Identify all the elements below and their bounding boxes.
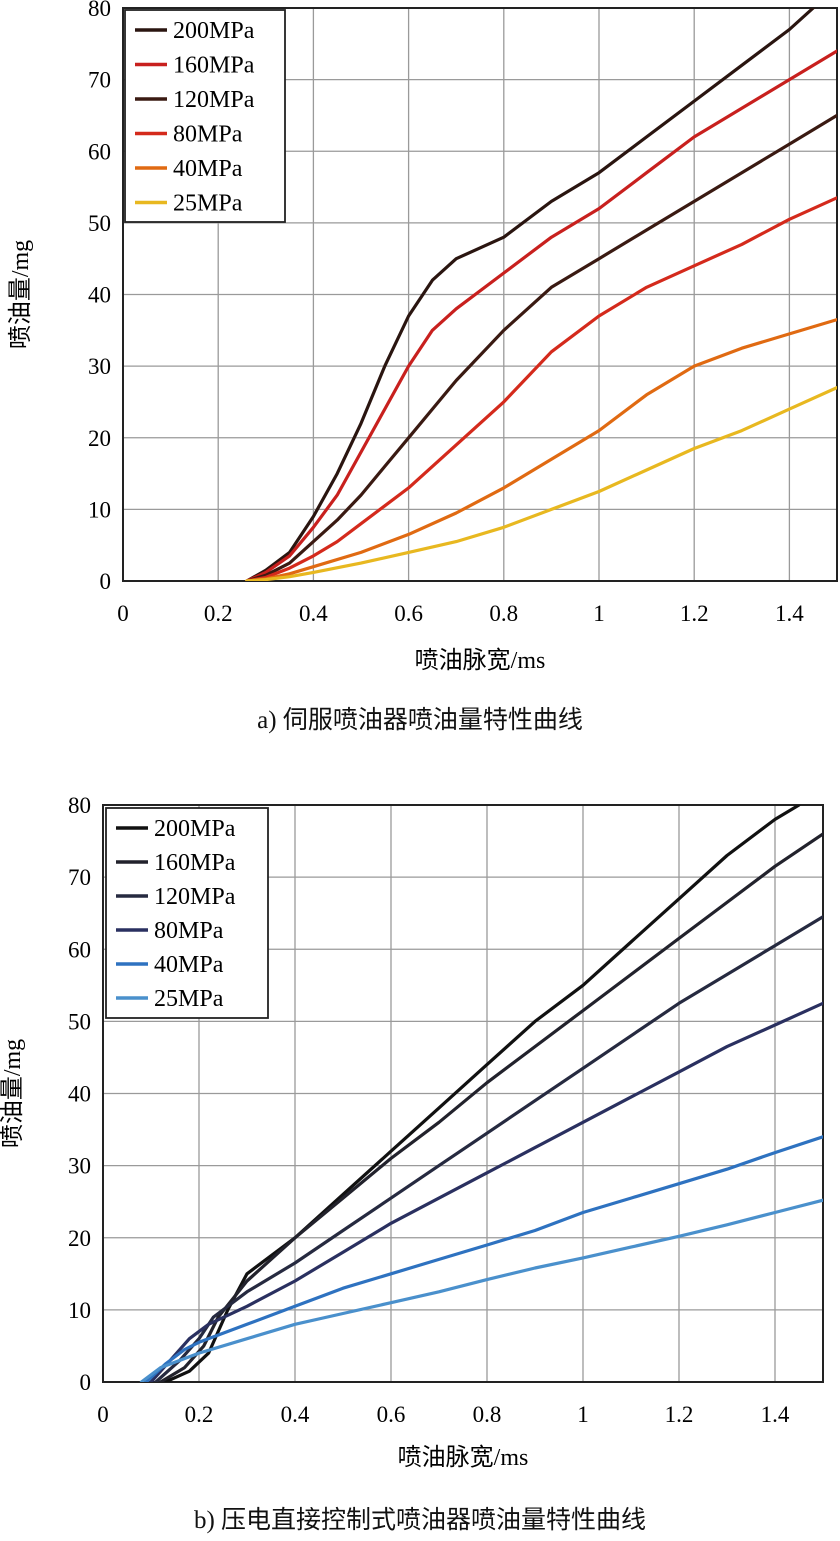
y-tick-label: 0	[80, 1370, 92, 1395]
y-tick-label: 40	[88, 283, 111, 308]
series-line-40MPa	[245, 318, 837, 581]
chart-panel-a: 0 0.2 0.4 0.6 0.8 1 1.2 1.4 0 10 20 30 40 50 60 70 80 喷油脉…	[0, 0, 840, 740]
legend-label: 120MPa	[173, 87, 255, 113]
plot-frame	[122, 7, 838, 582]
x-tick-label: 1.4	[761, 1402, 790, 1427]
y-tick-label: 80	[88, 0, 111, 21]
series-line-160MPa	[245, 49, 837, 581]
legend-label: 25MPa	[173, 191, 243, 217]
y-tick-label: 30	[68, 1154, 91, 1179]
x-tick-label: 0.6	[377, 1402, 406, 1427]
x-axis-label: 喷油脉宽/ms	[398, 1444, 529, 1471]
x-tick-label: 0.8	[489, 601, 518, 626]
y-axis-label: 喷油量/mg	[7, 240, 34, 349]
y-tick-label: 10	[68, 1298, 91, 1323]
y-tick-label: 40	[68, 1082, 91, 1107]
series-line-200MPa	[163, 805, 801, 1382]
legend-box	[105, 807, 269, 1019]
x-tick-label: 0.4	[281, 1402, 310, 1427]
x-tick-label: 0.8	[473, 1402, 502, 1427]
chart-b-svg: 0 0.2 0.4 0.6 0.8 1 1.2 1.4 0 10 20 30 40 50 60 70 80 喷油脉…	[0, 793, 824, 1471]
series-line-200MPa	[245, 8, 815, 581]
x-tick-label: 0.4	[299, 601, 328, 626]
y-tick-label: 10	[88, 497, 111, 522]
x-tick-label: 0	[97, 1402, 109, 1427]
legend-label: 160MPa	[173, 53, 255, 79]
y-tick-label: 60	[68, 937, 91, 962]
series-line-160MPa	[159, 832, 823, 1382]
chart-b-caption: b) 压电直接控制式喷油器喷油量特性曲线	[193, 1507, 647, 1534]
chart-panel-b: 0 0.2 0.4 0.6 0.8 1 1.2 1.4 0 10 20 30 40 50 60 70 80 喷油脉…	[0, 775, 840, 1541]
legend-label: 80MPa	[173, 122, 243, 148]
x-tick-label: 1.2	[665, 1402, 694, 1427]
x-tick-label: 1	[593, 601, 605, 626]
series-line-25MPa	[139, 1198, 823, 1382]
y-tick-label: 20	[88, 426, 111, 451]
x-tick-label: 0.2	[204, 601, 233, 626]
series-line-40MPa	[144, 1135, 823, 1382]
legend-label: 80MPa	[154, 918, 224, 944]
x-tick-label: 1.2	[680, 601, 709, 626]
y-tick-label: 20	[68, 1226, 91, 1251]
legend-box	[124, 9, 286, 223]
y-tick-label: 70	[68, 865, 91, 890]
chart-a-svg: 0 0.2 0.4 0.6 0.8 1 1.2 1.4 0 10 20 30 40 50 60 70 80 喷油脉…	[7, 0, 838, 674]
x-tick-label: 1.4	[775, 601, 804, 626]
series-line-25MPa	[245, 386, 837, 581]
legend-label: 120MPa	[154, 884, 236, 910]
legend-label: 160MPa	[154, 850, 236, 876]
x-tick-label: 0.6	[394, 601, 423, 626]
x-tick-label: 0.2	[185, 1402, 214, 1427]
y-tick-label: 80	[68, 793, 91, 818]
legend-label: 40MPa	[173, 156, 243, 182]
series-line-80MPa	[245, 196, 837, 581]
chart-a-caption: a) 伺服喷油器喷油量特性曲线	[257, 707, 583, 734]
y-tick-label: 0	[100, 569, 112, 594]
y-axis-label: 喷油量/mg	[0, 1039, 26, 1148]
x-tick-label: 1	[577, 1402, 589, 1427]
y-tick-label: 50	[68, 1009, 91, 1034]
plot-frame	[102, 804, 824, 1383]
legend-label: 200MPa	[173, 18, 255, 44]
series-line-80MPa	[149, 1001, 823, 1382]
series-line-120MPa	[245, 113, 837, 581]
x-axis-label: 喷油脉宽/ms	[415, 647, 546, 674]
legend-label: 200MPa	[154, 816, 236, 842]
y-tick-label: 70	[88, 68, 111, 93]
y-tick-label: 50	[88, 211, 111, 236]
y-tick-label: 60	[88, 139, 111, 164]
legend-label: 25MPa	[154, 986, 224, 1012]
y-tick-label: 30	[88, 354, 111, 379]
legend-label: 40MPa	[154, 952, 224, 978]
x-tick-label: 0	[117, 601, 129, 626]
